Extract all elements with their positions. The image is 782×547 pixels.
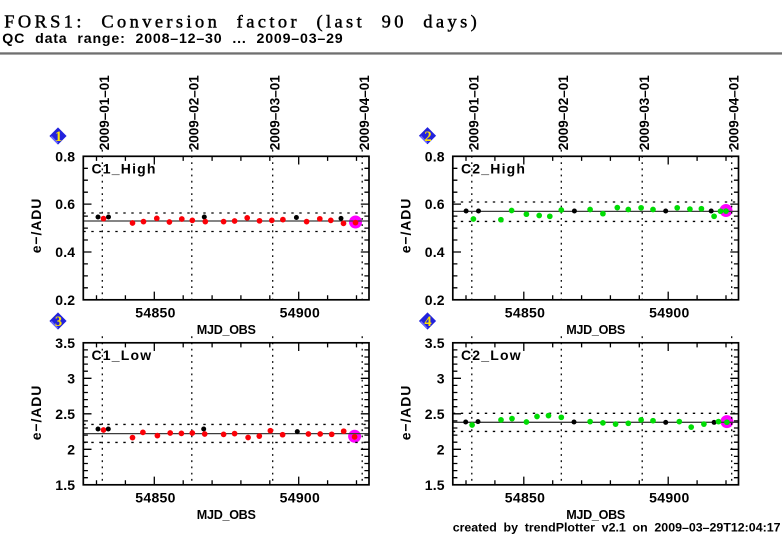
svg-text:1.5: 1.5 [425, 477, 445, 493]
svg-text:54900: 54900 [649, 490, 689, 506]
svg-text:0.8: 0.8 [55, 148, 75, 164]
svg-text:FORS1: Conversion factor (last: FORS1: Conversion factor (last 90 days) [4, 12, 480, 33]
svg-text:2.5: 2.5 [55, 406, 75, 422]
svg-text:54850: 54850 [135, 304, 175, 320]
svg-text:54850: 54850 [505, 304, 545, 320]
svg-text:0.8: 0.8 [425, 148, 445, 164]
svg-text:2009–02–01: 2009–02–01 [186, 75, 201, 151]
svg-text:2009–01–01: 2009–01–01 [466, 75, 481, 151]
svg-text:QC data range: 2008–12–30 ...: QC data range: 2008–12–30 ... 2009–03–29 [2, 31, 343, 47]
svg-text:C1_High: C1_High [92, 161, 157, 177]
svg-text:54900: 54900 [280, 490, 320, 506]
svg-text:1.5: 1.5 [55, 477, 75, 493]
svg-text:3.5: 3.5 [55, 335, 75, 351]
svg-text:2009–03–01: 2009–03–01 [267, 75, 282, 151]
svg-text:0.6: 0.6 [55, 196, 75, 212]
svg-text:54850: 54850 [135, 490, 175, 506]
svg-text:0.6: 0.6 [425, 196, 445, 212]
svg-text:e−/ADU: e−/ADU [28, 385, 44, 441]
svg-text:e−/ADU: e−/ADU [398, 198, 414, 254]
svg-text:3: 3 [55, 314, 62, 330]
svg-text:2: 2 [67, 441, 75, 457]
svg-text:54900: 54900 [280, 304, 320, 320]
svg-text:C1_Low: C1_Low [92, 347, 153, 363]
svg-text:MJD_OBS: MJD_OBS [197, 508, 256, 522]
svg-text:2.5: 2.5 [425, 406, 445, 422]
svg-text:2: 2 [424, 129, 431, 145]
svg-text:0.2: 0.2 [425, 292, 445, 308]
svg-text:2009–01–01: 2009–01–01 [97, 75, 112, 151]
svg-text:C2_Low: C2_Low [461, 347, 522, 363]
svg-text:2: 2 [437, 441, 445, 457]
svg-text:54850: 54850 [505, 490, 545, 506]
svg-text:0.2: 0.2 [55, 292, 75, 308]
svg-text:MJD_OBS: MJD_OBS [197, 323, 256, 337]
svg-text:e−/ADU: e−/ADU [28, 198, 44, 254]
svg-text:1: 1 [55, 129, 62, 145]
svg-text:3: 3 [437, 370, 445, 386]
svg-text:2009–04–01: 2009–04–01 [357, 75, 372, 151]
svg-text:54900: 54900 [649, 304, 689, 320]
svg-text:2009–02–01: 2009–02–01 [556, 75, 571, 151]
svg-text:MJD_OBS: MJD_OBS [566, 508, 625, 522]
svg-text:e−/ADU: e−/ADU [398, 385, 414, 441]
svg-text:MJD_OBS: MJD_OBS [566, 323, 625, 337]
svg-text:2009–03–01: 2009–03–01 [637, 75, 652, 151]
svg-text:0.4: 0.4 [425, 244, 445, 260]
svg-text:created by trendPlotter v2.1 o: created by trendPlotter v2.1 on 2009–03–… [453, 520, 781, 534]
svg-text:0.4: 0.4 [55, 244, 75, 260]
svg-text:3: 3 [67, 370, 75, 386]
svg-text:2009–04–01: 2009–04–01 [726, 75, 741, 151]
svg-text:C2_High: C2_High [461, 161, 526, 177]
svg-text:4: 4 [424, 314, 431, 330]
svg-text:3.5: 3.5 [425, 335, 445, 351]
